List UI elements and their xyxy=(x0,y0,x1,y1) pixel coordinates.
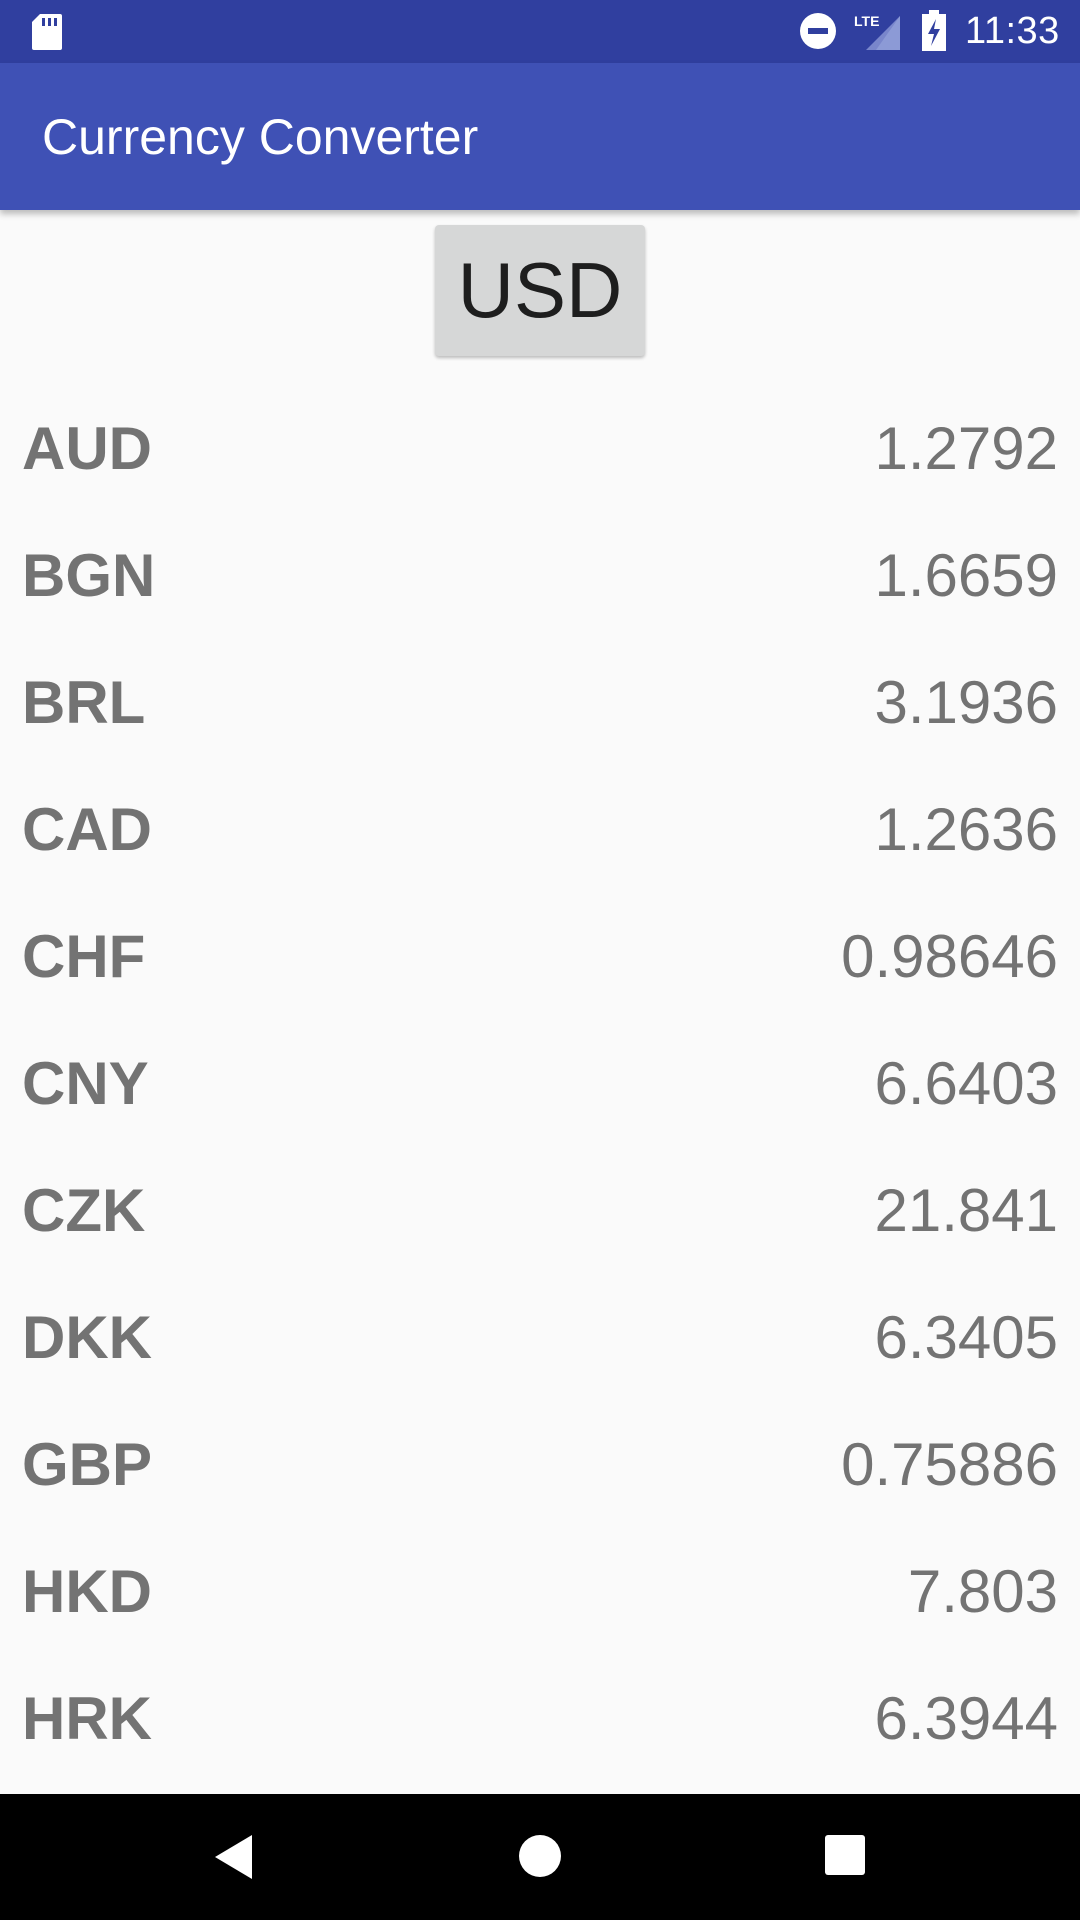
rate-row-brl[interactable]: BRL 3.1936 xyxy=(0,646,1080,773)
currency-code: HKD xyxy=(22,1558,152,1625)
currency-code: CNY xyxy=(22,1050,149,1117)
signal-icon: LTE xyxy=(854,13,900,50)
rate-row-cny[interactable]: CNY 6.6403 xyxy=(0,1027,1080,1154)
rate-row-cad[interactable]: CAD 1.2636 xyxy=(0,773,1080,900)
rate-row-dkk[interactable]: DKK 6.3405 xyxy=(0,1281,1080,1408)
app-title: Currency Converter xyxy=(42,109,479,165)
currency-code: CZK xyxy=(22,1177,146,1244)
battery-charging-icon xyxy=(922,10,946,51)
currency-code: DKK xyxy=(22,1304,152,1371)
rate-row-aud[interactable]: AUD 1.2792 xyxy=(0,392,1080,519)
rate-row-hkd[interactable]: HKD 7.803 xyxy=(0,1535,1080,1662)
status-bar: LTE 11:33 xyxy=(0,0,1080,63)
currency-code: AUD xyxy=(22,415,152,482)
exchange-rate-value: 1.2792 xyxy=(874,415,1058,482)
navigation-bar xyxy=(0,1794,1080,1920)
currency-code: HRK xyxy=(22,1685,152,1752)
rate-row-bgn[interactable]: BGN 1.6659 xyxy=(0,519,1080,646)
app-bar: Currency Converter xyxy=(0,63,1080,210)
currency-code: CAD xyxy=(22,796,152,863)
recents-icon[interactable] xyxy=(824,1834,866,1876)
network-type-label: LTE xyxy=(854,13,879,29)
rate-row-chf[interactable]: CHF 0.98646 xyxy=(0,900,1080,1027)
rate-list: AUD 1.2792 BGN 1.6659 BRL 3.1936 CAD 1.2… xyxy=(0,392,1080,1789)
exchange-rate-value: 1.6659 xyxy=(874,542,1058,609)
exchange-rate-value: 6.3944 xyxy=(874,1685,1058,1752)
exchange-rate-value: 6.3405 xyxy=(874,1304,1058,1371)
currency-code: CHF xyxy=(22,923,146,990)
currency-code: GBP xyxy=(22,1431,153,1498)
exchange-rate-value: 3.1936 xyxy=(874,669,1058,736)
currency-code: BRL xyxy=(22,669,146,736)
exchange-rate-value: 0.98646 xyxy=(841,923,1058,990)
sd-card-icon xyxy=(32,14,62,50)
rate-row-hrk[interactable]: HRK 6.3944 xyxy=(0,1662,1080,1789)
back-icon[interactable] xyxy=(212,1832,256,1882)
status-time: 11:33 xyxy=(965,10,1060,52)
exchange-rate-value: 21.841 xyxy=(874,1177,1058,1244)
home-icon[interactable] xyxy=(518,1834,562,1878)
exchange-rate-value: 1.2636 xyxy=(874,796,1058,863)
rate-row-czk[interactable]: CZK 21.841 xyxy=(0,1154,1080,1281)
currency-code: BGN xyxy=(22,542,156,609)
exchange-rate-value: 0.75886 xyxy=(841,1431,1058,1498)
exchange-rate-value: 7.803 xyxy=(907,1558,1058,1625)
exchange-rate-value: 6.6403 xyxy=(874,1050,1058,1117)
do-not-disturb-icon xyxy=(800,13,836,49)
base-currency-button[interactable]: USD xyxy=(435,225,645,356)
rate-row-gbp[interactable]: GBP 0.75886 xyxy=(0,1408,1080,1535)
